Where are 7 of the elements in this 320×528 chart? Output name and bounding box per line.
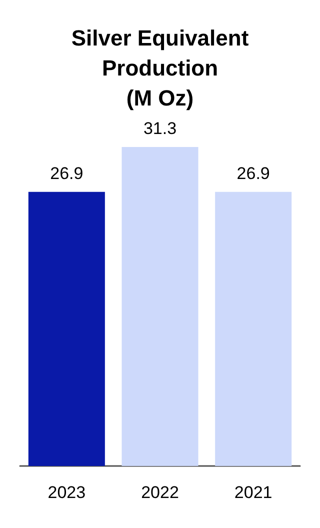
- x-tick-label: 2023: [48, 483, 86, 502]
- data-label: 26.9: [236, 164, 270, 183]
- x-tick-label: 2021: [234, 483, 272, 502]
- data-label: 26.9: [50, 164, 84, 183]
- chart-title: Silver Equivalent Production (M Oz): [71, 26, 250, 110]
- data-label: 31.3: [143, 119, 177, 138]
- x-tick-label: 2022: [141, 483, 179, 502]
